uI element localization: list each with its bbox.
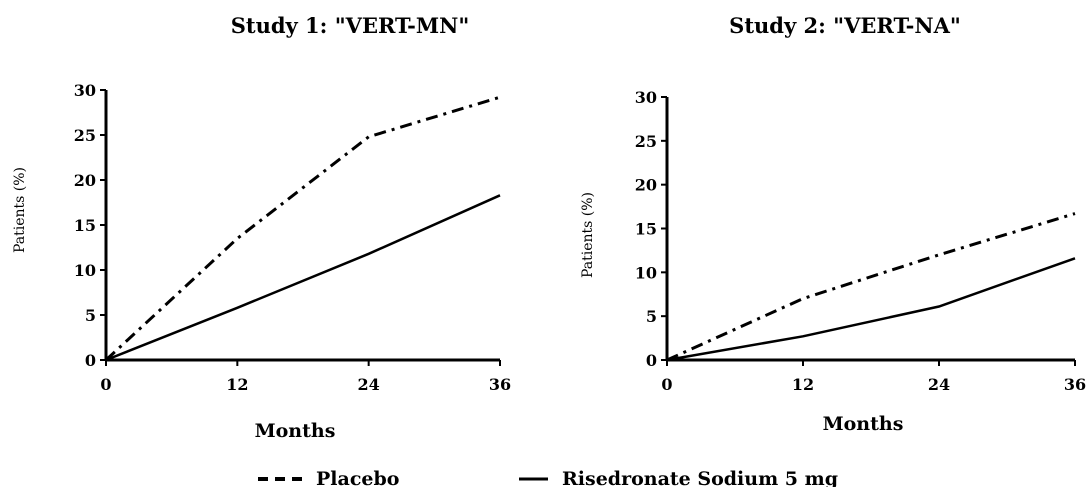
- y-tick-label: 5: [85, 306, 96, 325]
- x-tick-label: 0: [100, 375, 111, 394]
- y-tick-label: 25: [635, 132, 657, 151]
- y-tick-label: 10: [635, 263, 657, 282]
- x-tick-label: 36: [1064, 375, 1086, 394]
- y-tick-label: 15: [74, 216, 96, 235]
- series-line-risedronate: [105, 194, 501, 362]
- y-tick-label: 0: [646, 351, 657, 370]
- legend-label-placebo: Placebo: [316, 468, 399, 487]
- x-tick-label: 12: [792, 375, 814, 394]
- y-tick-label: 20: [635, 176, 657, 195]
- y-tick-label: 30: [74, 81, 96, 100]
- legend: Placebo Risedronate Sodium 5 mg: [258, 468, 838, 487]
- y-tick-label: 10: [74, 261, 96, 280]
- x-tick-label: 24: [358, 375, 380, 394]
- chart-study-2: Study 2: "VERT-NA" 0 5 10 15 20 25 30 0 12 24 36 Mon…: [580, 13, 1086, 435]
- x-axis-title: Months: [823, 413, 904, 435]
- x-tick-label: 0: [661, 375, 672, 394]
- legend-label-risedronate: Risedronate Sodium 5 mg: [562, 468, 838, 487]
- y-tick-label: 20: [74, 171, 96, 190]
- y-axis-title: Patients (%): [580, 192, 596, 278]
- y-tick-label: 5: [646, 307, 657, 326]
- x-tick-label: 36: [489, 375, 511, 394]
- y-tick-label: 0: [85, 351, 96, 370]
- chart-study-1: Study 1: "VERT-MN" 0 5 10 15 20 25 30 0 12 24 36 Mon…: [12, 13, 511, 442]
- y-axis-title: Patients (%): [12, 167, 28, 253]
- y-tick-label: 15: [635, 220, 657, 239]
- chart-title: Study 1: "VERT-MN": [231, 13, 470, 38]
- y-tick-label: 25: [74, 126, 96, 145]
- series-line-placebo: [666, 212, 1076, 362]
- series-line-placebo: [104, 95, 501, 362]
- x-axis-title: Months: [255, 420, 336, 442]
- y-tick-label: 30: [635, 88, 657, 107]
- series-line-risedronate: [666, 257, 1076, 362]
- chart-title: Study 2: "VERT-NA": [729, 13, 961, 38]
- x-tick-label: 24: [928, 375, 950, 394]
- x-tick-label: 12: [226, 375, 248, 394]
